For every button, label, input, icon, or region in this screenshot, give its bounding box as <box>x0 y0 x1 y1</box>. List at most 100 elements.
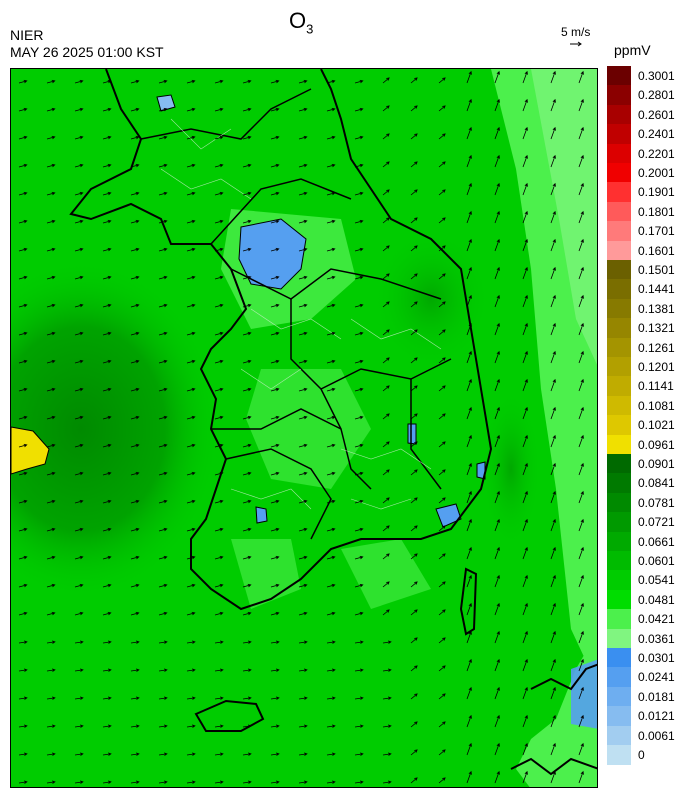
wind-arrow <box>494 462 500 476</box>
wind-arrow <box>214 555 224 560</box>
wind-arrow <box>354 415 364 420</box>
legend-swatch <box>607 240 631 261</box>
legend-label: 0.1081 <box>638 398 675 413</box>
wind-arrow <box>186 331 196 336</box>
wind-arrow <box>186 247 196 252</box>
wind-arrow <box>270 471 280 476</box>
wind-arrow <box>326 527 336 532</box>
wind-vector-field <box>18 70 584 784</box>
wind-arrow <box>298 668 308 672</box>
wind-arrow <box>18 275 28 280</box>
wind-arrow <box>438 301 446 308</box>
wind-arrow <box>522 546 528 560</box>
wind-arrow <box>550 70 556 84</box>
wind-arrow <box>466 742 472 756</box>
wind-arrow <box>242 359 252 364</box>
wind-arrow <box>438 469 446 476</box>
wind-arrow <box>410 189 418 196</box>
wind-arrow <box>46 583 56 588</box>
wind-arrow <box>466 462 472 476</box>
wind-arrow <box>74 415 84 420</box>
wind-arrow <box>494 742 500 756</box>
wind-arrow <box>74 640 84 644</box>
wind-arrow <box>522 98 528 112</box>
wind-arrow <box>578 294 584 308</box>
wind-arrow <box>130 191 140 196</box>
wind-arrow <box>270 107 280 112</box>
wind-arrow <box>382 724 392 728</box>
wind-arrow <box>102 247 112 252</box>
wind-arrow <box>214 247 224 252</box>
wind-arrow <box>354 359 364 364</box>
wind-arrow <box>186 668 196 672</box>
wind-arrow <box>522 210 528 224</box>
wind-arrow <box>522 462 528 476</box>
wind-arrow <box>438 581 446 588</box>
wind-arrow <box>410 301 418 308</box>
wind-arrow <box>410 329 418 336</box>
wind-arrow <box>102 107 112 112</box>
wind-arrow <box>466 238 472 252</box>
low-ozone-ulsan-patch <box>476 461 486 480</box>
wind-arrow <box>158 611 168 616</box>
wind-arrow <box>410 525 418 532</box>
map-caption: NIER MAY 26 2025 01:00 KST <box>10 27 164 61</box>
wind-arrow <box>382 525 390 532</box>
legend-label: 0.0481 <box>638 592 675 607</box>
wind-arrow <box>466 294 472 308</box>
wind-scale-arrow-icon <box>570 41 582 47</box>
wind-arrow <box>354 443 364 448</box>
wind-arrow <box>270 331 280 336</box>
legend-label: 0.1141 <box>638 379 674 394</box>
wind-arrow <box>74 471 84 476</box>
wind-arrow <box>522 518 528 532</box>
wind-arrow <box>102 443 112 448</box>
wind-arrow <box>18 79 28 84</box>
wind-arrow <box>298 219 308 224</box>
wind-arrow <box>46 219 56 224</box>
wind-arrow <box>522 490 528 504</box>
wind-arrow <box>382 668 392 672</box>
wind-arrow <box>382 553 390 560</box>
wind-arrow <box>270 247 280 252</box>
wind-arrow <box>354 527 364 532</box>
dark-green-northeast-zone <box>371 229 491 369</box>
wind-arrow <box>522 154 528 168</box>
wind-arrow <box>242 443 252 448</box>
wind-arrow <box>74 303 84 308</box>
wind-arrow <box>326 79 336 84</box>
legend-label: 0.1261 <box>638 340 675 355</box>
wind-arrow <box>18 752 28 756</box>
wind-arrow <box>578 266 584 280</box>
wind-arrow <box>74 696 84 700</box>
wind-arrow <box>326 499 336 504</box>
wind-arrow <box>74 387 84 392</box>
wind-arrow <box>242 499 252 504</box>
wind-arrow <box>466 714 472 728</box>
wind-arrow <box>46 555 56 560</box>
legend-swatch <box>607 337 631 358</box>
wind-arrow <box>382 273 390 280</box>
wind-arrow <box>438 665 446 672</box>
wind-arrow <box>382 497 390 504</box>
wind-arrow <box>298 191 308 196</box>
wind-arrow <box>46 135 56 140</box>
wind-arrow <box>522 266 528 280</box>
wind-arrow <box>298 303 308 308</box>
wind-arrow <box>158 247 168 252</box>
wind-arrow <box>270 752 280 756</box>
wind-arrow <box>550 210 556 224</box>
wind-arrow <box>74 163 84 168</box>
wind-arrow <box>494 154 500 168</box>
wind-arrow <box>214 331 224 336</box>
wind-arrow <box>186 752 196 756</box>
legend-label: 0.0901 <box>638 457 675 471</box>
wind-arrow <box>410 693 418 700</box>
wind-arrow <box>522 658 528 672</box>
wind-arrow <box>186 780 196 784</box>
wind-arrow <box>74 527 84 532</box>
wind-arrow <box>578 210 584 224</box>
wind-arrow <box>214 780 224 784</box>
wind-arrow <box>550 630 556 644</box>
wind-arrow <box>298 555 308 560</box>
